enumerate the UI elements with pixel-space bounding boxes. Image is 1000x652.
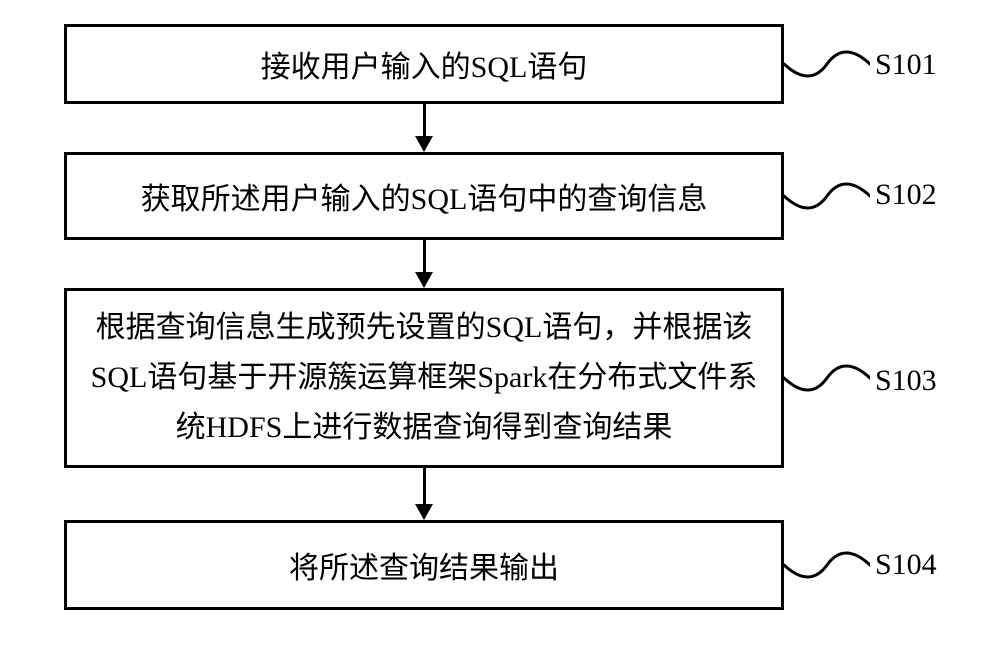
- flow-step-text: 根据查询信息生成预先设置的SQL语句，并根据该SQL语句基于开源簇运算框架Spa…: [67, 303, 781, 453]
- flow-step-text: 获取所述用户输入的SQL语句中的查询信息: [67, 174, 781, 218]
- flow-step-s101: 接收用户输入的SQL语句: [64, 24, 784, 104]
- flow-arrow-head: [415, 272, 433, 288]
- flowchart-canvas: 接收用户输入的SQL语句 获取所述用户输入的SQL语句中的查询信息 根据查询信息…: [0, 0, 1000, 652]
- flow-step-text: 接收用户输入的SQL语句: [67, 42, 781, 86]
- step-label-s102: S102: [875, 178, 937, 212]
- flow-arrow-head: [415, 504, 433, 520]
- flow-arrow: [423, 468, 426, 504]
- flow-arrow: [423, 104, 426, 136]
- flow-step-s103: 根据查询信息生成预先设置的SQL语句，并根据该SQL语句基于开源簇运算框架Spa…: [64, 288, 784, 468]
- step-label-s104: S104: [875, 548, 937, 582]
- flow-step-text: 将所述查询结果输出: [67, 543, 781, 587]
- connector-curve: [784, 351, 870, 405]
- connector-curve: [784, 37, 870, 91]
- flow-step-s104: 将所述查询结果输出: [64, 520, 784, 610]
- step-label-s101: S101: [875, 48, 937, 82]
- connector-curve: [784, 538, 870, 592]
- connector-curve: [784, 169, 870, 223]
- flow-arrow-head: [415, 136, 433, 152]
- flow-step-s102: 获取所述用户输入的SQL语句中的查询信息: [64, 152, 784, 240]
- flow-arrow: [423, 240, 426, 272]
- step-label-s103: S103: [875, 364, 937, 398]
